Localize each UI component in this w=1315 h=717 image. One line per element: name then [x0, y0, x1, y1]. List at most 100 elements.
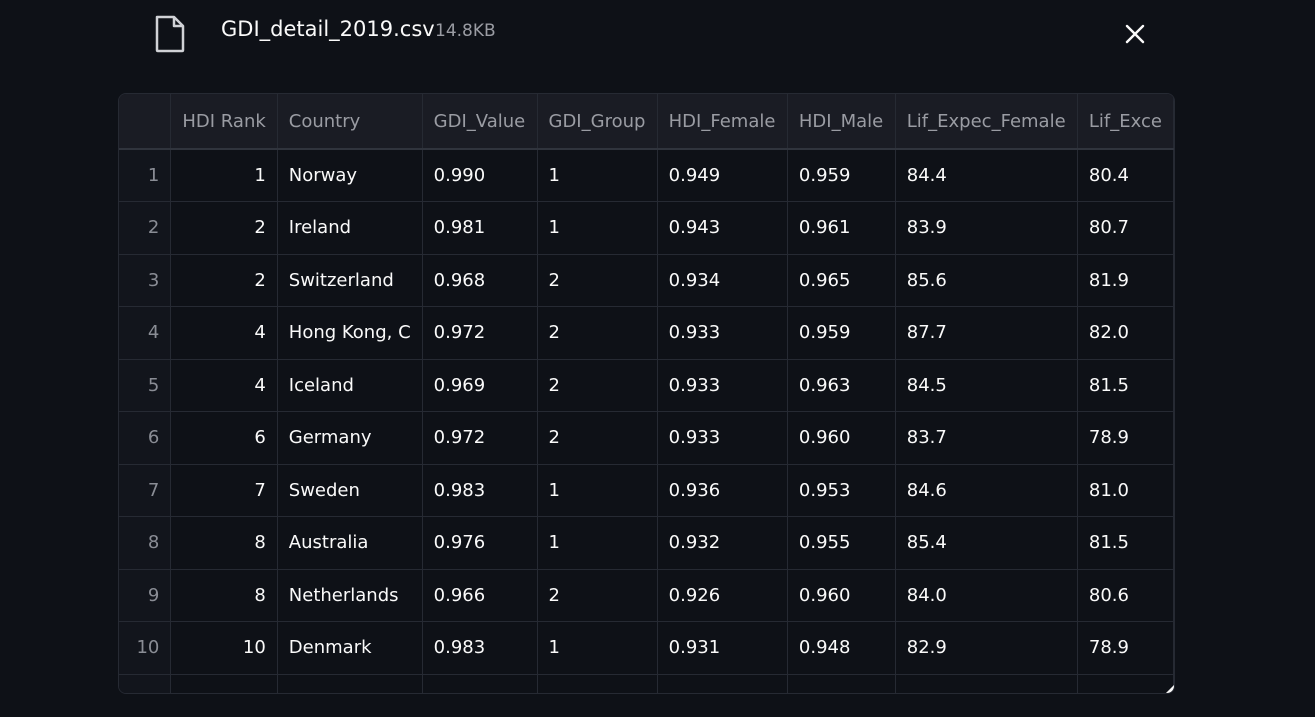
table-cell[interactable]: 81.5	[1077, 359, 1174, 412]
table-cell[interactable]: 81.0	[1077, 464, 1174, 517]
resize-handle[interactable]	[1166, 685, 1174, 693]
table-cell[interactable]: Sweden	[277, 464, 423, 517]
table-cell[interactable]: 0.972	[422, 306, 538, 360]
table-cell[interactable]: 2	[537, 411, 658, 465]
table-cell[interactable]: 0.933	[657, 306, 788, 360]
table-cell[interactable]: 84.5	[895, 359, 1078, 412]
table-cell[interactable]: 0.965	[787, 254, 896, 307]
table-cell[interactable]: 82.0	[1077, 306, 1174, 360]
column-header[interactable]: GDI_Group	[537, 94, 658, 150]
column-header[interactable]: HDI_Male	[787, 94, 896, 150]
table-cell[interactable]: 8	[170, 516, 278, 570]
table-cell[interactable]: 0.981	[422, 201, 538, 255]
table-cell[interactable]: 82.9	[895, 621, 1078, 675]
table-cell[interactable]	[657, 674, 788, 693]
table-cell[interactable]	[1077, 674, 1174, 693]
table-cell[interactable]: 4	[170, 359, 278, 412]
column-header-index[interactable]	[119, 94, 172, 150]
table-cell[interactable]: Iceland	[277, 359, 423, 412]
table-cell[interactable]: 0.959	[787, 149, 896, 202]
table-cell[interactable]: 80.4	[1077, 149, 1174, 202]
table-cell[interactable]: Australia	[277, 516, 423, 570]
table-cell[interactable]: Denmark	[277, 621, 423, 675]
table-cell[interactable]: 0.963	[787, 359, 896, 412]
close-button[interactable]	[1120, 19, 1150, 49]
table-cell[interactable]: 0.983	[422, 464, 538, 517]
table-cell[interactable]: 0.990	[422, 149, 538, 202]
table-cell[interactable]: 0.926	[657, 569, 788, 622]
table-cell[interactable]: 0.931	[657, 621, 788, 675]
table-cell[interactable]: 7	[170, 464, 278, 517]
column-header[interactable]: Lif_Expec_Female	[895, 94, 1078, 150]
table-cell[interactable]: 1	[170, 149, 278, 202]
table-cell[interactable]: 0.976	[422, 516, 538, 570]
table-cell[interactable]: Germany	[277, 411, 423, 465]
table-cell[interactable]: 0.960	[787, 411, 896, 465]
table-cell[interactable]: 2	[537, 254, 658, 307]
table-cell[interactable]: 0.933	[657, 359, 788, 412]
table-cell[interactable]: 78.9	[1077, 621, 1174, 675]
table-cell[interactable]: 0.983	[422, 621, 538, 675]
data-grid[interactable]: HDI Rank Country GDI_Value GDI_Group HDI_Fem…	[118, 93, 1175, 694]
table-cell[interactable]: 0.955	[787, 516, 896, 570]
table-cell[interactable]: 4	[170, 306, 278, 360]
table-cell[interactable]: 0.968	[422, 254, 538, 307]
table-cell[interactable]: Netherlands	[277, 569, 423, 622]
table-cell[interactable]: 0.933	[657, 411, 788, 465]
table-cell[interactable]: 0.959	[787, 306, 896, 360]
table-cell[interactable]: 0.966	[422, 569, 538, 622]
table-cell[interactable]: 1	[537, 516, 658, 570]
table-cell[interactable]	[277, 674, 423, 693]
table-cell[interactable]: 85.6	[895, 254, 1078, 307]
table-cell[interactable]: 87.7	[895, 306, 1078, 360]
table-cell[interactable]: 2	[537, 569, 658, 622]
table-cell[interactable]: 83.9	[895, 201, 1078, 255]
table-cell[interactable]: Norway	[277, 149, 423, 202]
table-cell[interactable]: Switzerland	[277, 254, 423, 307]
table-cell[interactable]: 0.961	[787, 201, 896, 255]
table-cell[interactable]	[170, 674, 278, 693]
table-cell[interactable]: 2	[170, 201, 278, 255]
table-cell[interactable]: 0.948	[787, 621, 896, 675]
table-cell[interactable]: 0.936	[657, 464, 788, 517]
table-cell[interactable]: 0.949	[657, 149, 788, 202]
table-cell[interactable]: Hong Kong, C	[277, 306, 423, 360]
table-cell[interactable]: 83.7	[895, 411, 1078, 465]
table-cell[interactable]	[787, 674, 896, 693]
table-cell[interactable]	[537, 674, 658, 693]
table-cell[interactable]: 0.969	[422, 359, 538, 412]
table-cell[interactable]: 0.932	[657, 516, 788, 570]
table-cell[interactable]: 2	[537, 306, 658, 360]
column-header[interactable]: HDI_Female	[657, 94, 788, 150]
table-cell[interactable]: 84.4	[895, 149, 1078, 202]
table-cell[interactable]: 1	[537, 621, 658, 675]
table-cell[interactable]: 2	[537, 359, 658, 412]
table-cell[interactable]: 6	[170, 411, 278, 465]
table-cell[interactable]: 81.5	[1077, 516, 1174, 570]
table-cell[interactable]: 1	[537, 149, 658, 202]
table-cell[interactable]: 1	[537, 464, 658, 517]
table-cell[interactable]	[895, 674, 1078, 693]
table-cell[interactable]: 1	[537, 201, 658, 255]
column-header[interactable]: Lif_Exce	[1077, 94, 1174, 150]
table-cell[interactable]: 0.960	[787, 569, 896, 622]
table-cell[interactable]: 84.0	[895, 569, 1078, 622]
table-cell[interactable]: 85.4	[895, 516, 1078, 570]
table-cell[interactable]: Ireland	[277, 201, 423, 255]
table-cell[interactable]: 78.9	[1077, 411, 1174, 465]
table-cell[interactable]: 80.7	[1077, 201, 1174, 255]
table-cell[interactable]: 81.9	[1077, 254, 1174, 307]
table-cell[interactable]: 2	[170, 254, 278, 307]
column-header[interactable]: GDI_Value	[422, 94, 538, 150]
table-cell[interactable]: 0.972	[422, 411, 538, 465]
table-cell[interactable]: 80.6	[1077, 569, 1174, 622]
table-cell[interactable]: 0.953	[787, 464, 896, 517]
table-cell[interactable]: 0.934	[657, 254, 788, 307]
table-cell[interactable]: 0.943	[657, 201, 788, 255]
table-cell[interactable]	[422, 674, 538, 693]
table-cell[interactable]: 8	[170, 569, 278, 622]
column-header[interactable]: Country	[277, 94, 423, 150]
table-cell[interactable]: 84.6	[895, 464, 1078, 517]
column-header[interactable]: HDI Rank	[170, 94, 278, 150]
table-cell[interactable]: 10	[170, 621, 278, 675]
